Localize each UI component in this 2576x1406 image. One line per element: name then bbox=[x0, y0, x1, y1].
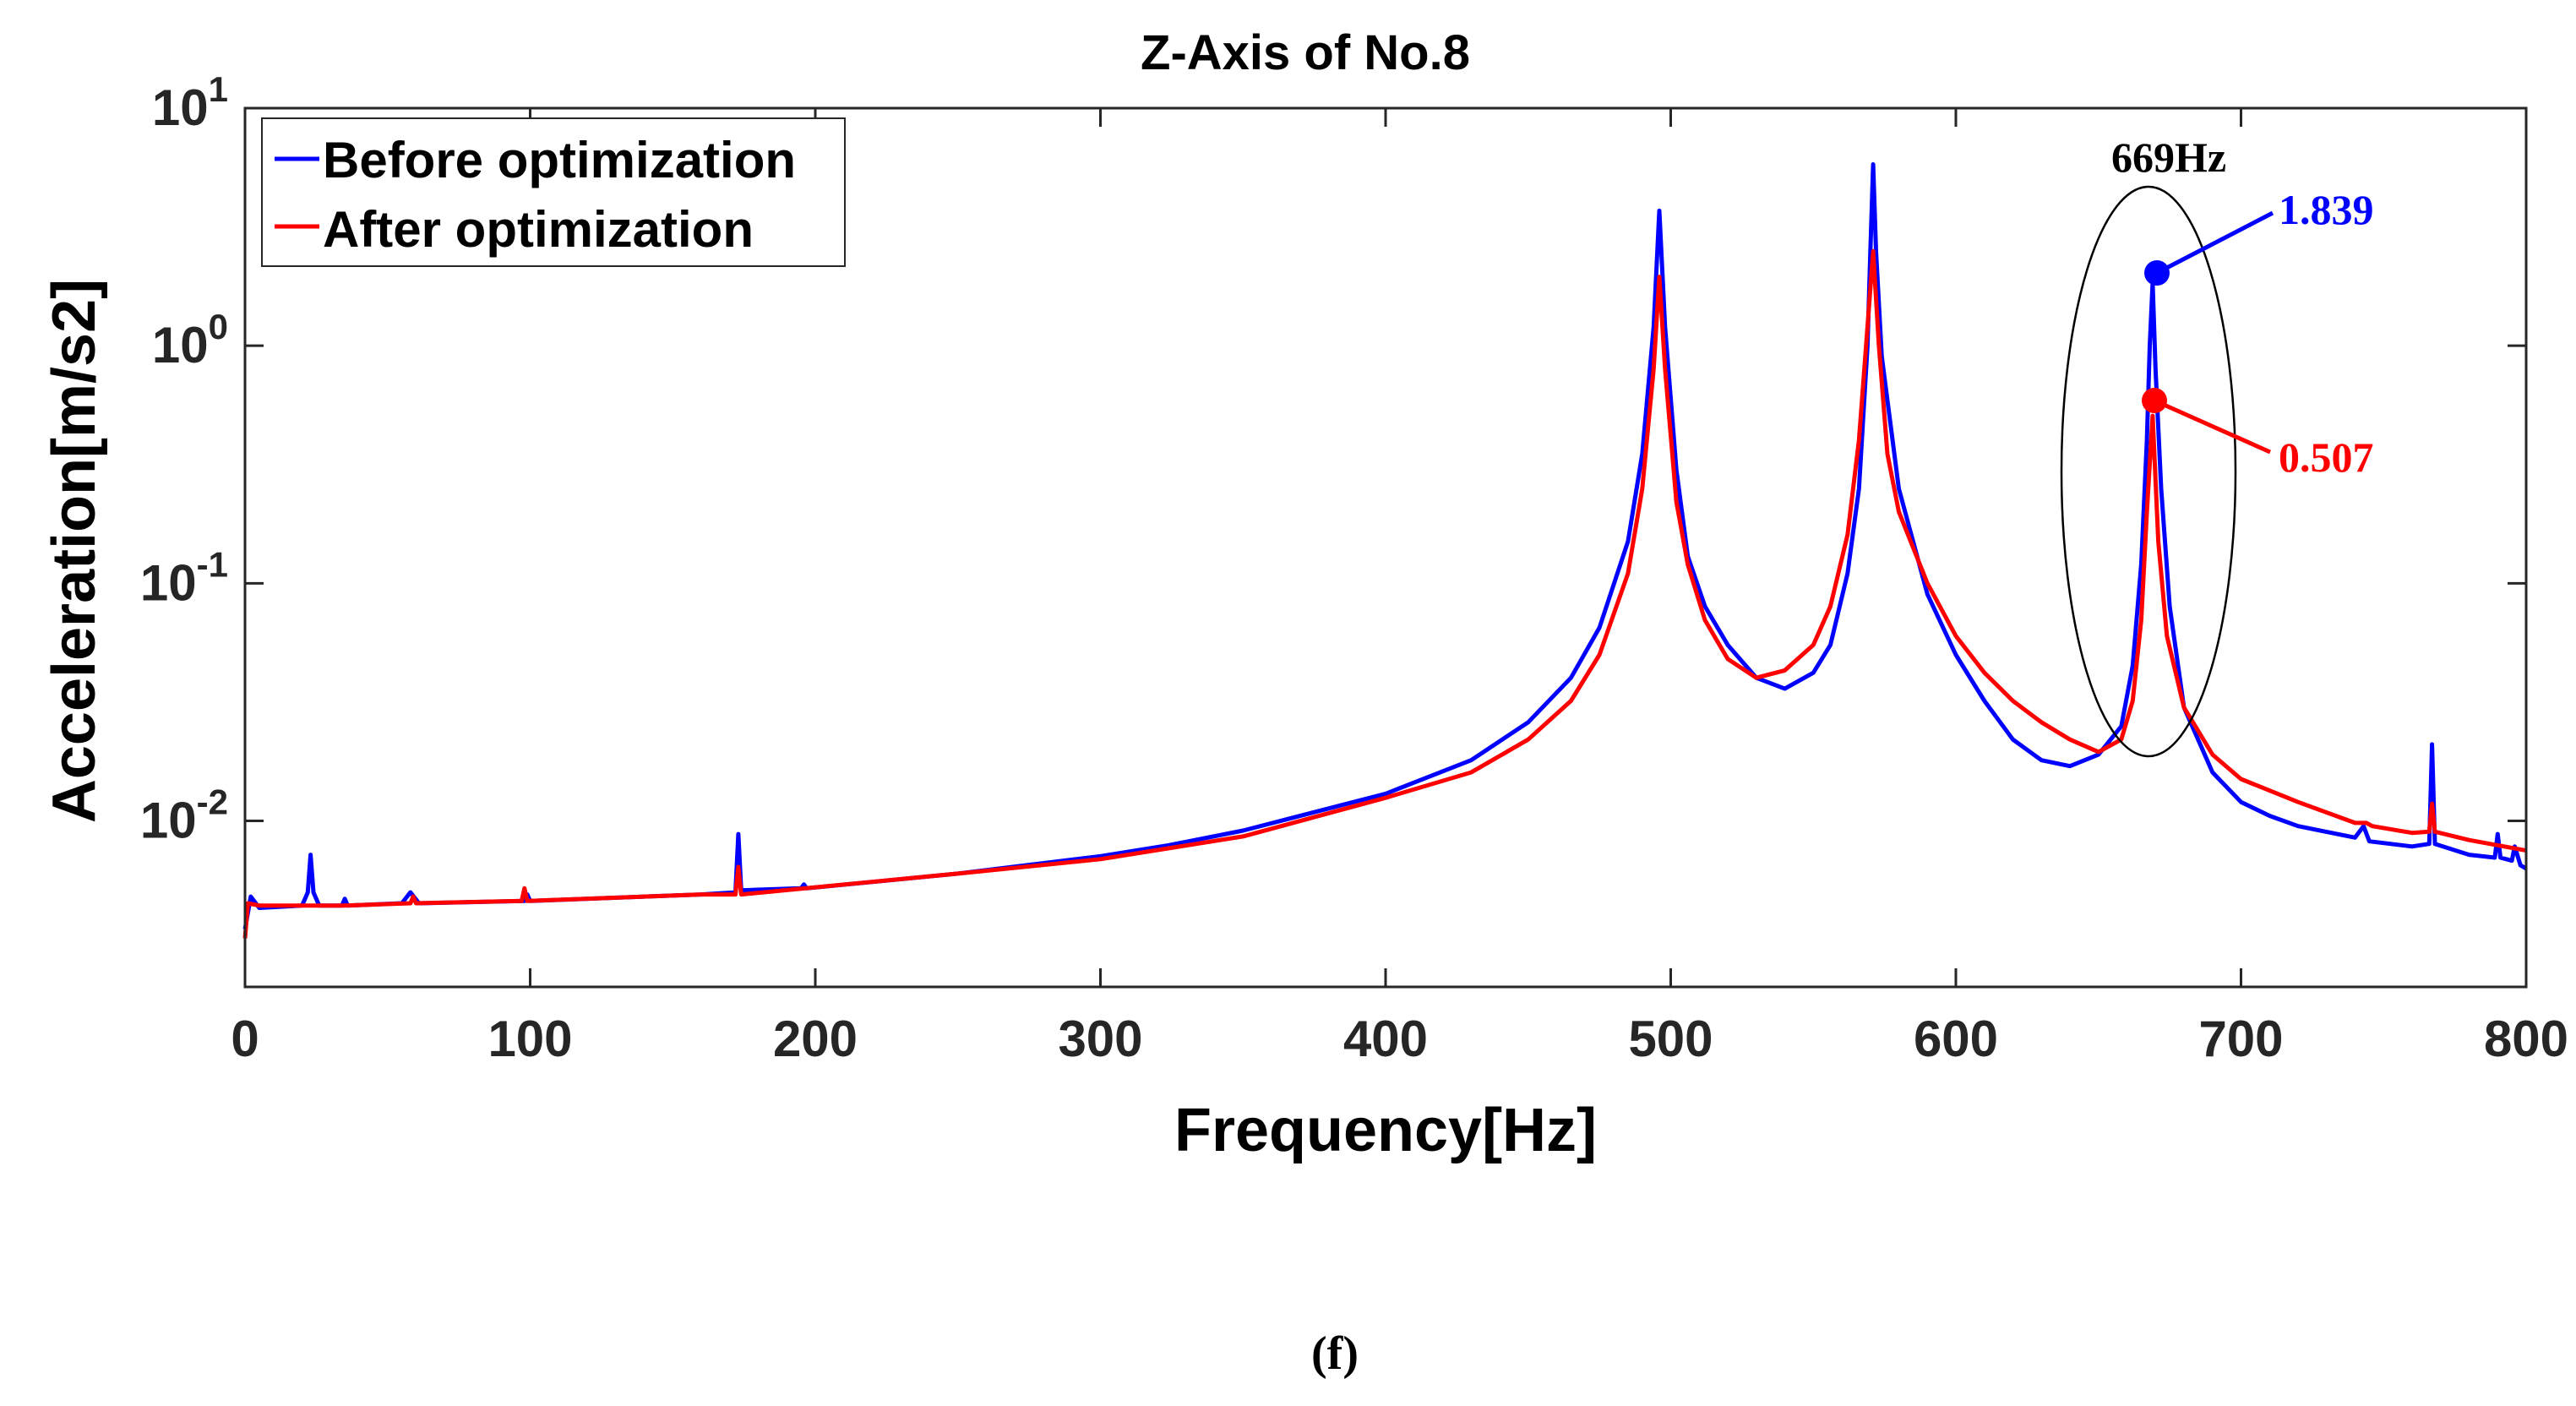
y-tick-label: 101 bbox=[152, 69, 228, 136]
figure-caption: (f) bbox=[1311, 1327, 1359, 1380]
x-tick-label: 300 bbox=[1058, 1011, 1142, 1067]
series-layer bbox=[242, 162, 2528, 939]
x-axis-title: Frequency[Hz] bbox=[1174, 1097, 1597, 1164]
x-tick-label: 100 bbox=[487, 1011, 572, 1067]
annotation-value-after: 0.507 bbox=[2279, 433, 2374, 481]
x-tick-label: 600 bbox=[1914, 1011, 1998, 1067]
y-tick-label: 100 bbox=[152, 307, 228, 373]
series-line-after bbox=[242, 248, 2527, 939]
plot-frame bbox=[243, 106, 2528, 989]
x-tick-label: 400 bbox=[1343, 1011, 1428, 1067]
peak-marker-after bbox=[2142, 388, 2167, 413]
y-axis-title: Acceleration[m/s2] bbox=[41, 279, 108, 823]
x-tick-label: 800 bbox=[2484, 1011, 2568, 1067]
annotation-leader-red bbox=[2153, 398, 2272, 455]
annotation-669hz: 669Hz bbox=[2111, 134, 2226, 181]
y-tick-label: 10-1 bbox=[140, 544, 228, 611]
legend: Before optimization After optimization bbox=[261, 117, 846, 267]
x-tick-label: 200 bbox=[773, 1011, 858, 1067]
x-tick-labels: 0 100 200 300 400 500 600 700 800 bbox=[231, 1011, 2568, 1067]
peak-marker-before bbox=[2144, 260, 2170, 286]
x-tick-label: 500 bbox=[1628, 1011, 1713, 1067]
peak-ellipse bbox=[2060, 185, 2237, 758]
y-tick-label: 10-2 bbox=[140, 782, 228, 848]
x-tick-label: 0 bbox=[231, 1011, 259, 1067]
annotation-leader-blue bbox=[2155, 210, 2274, 275]
legend-box bbox=[261, 117, 846, 267]
chart-title: Z-Axis of No.8 bbox=[1141, 25, 1470, 80]
legend-label-after: After optimization bbox=[323, 201, 754, 258]
x-tick-label: 700 bbox=[2198, 1011, 2283, 1067]
annotation-value-before: 1.839 bbox=[2279, 186, 2374, 233]
legend-label-before: Before optimization bbox=[323, 132, 796, 188]
y-tick-labels: 101 100 10-1 10-2 bbox=[140, 69, 228, 848]
